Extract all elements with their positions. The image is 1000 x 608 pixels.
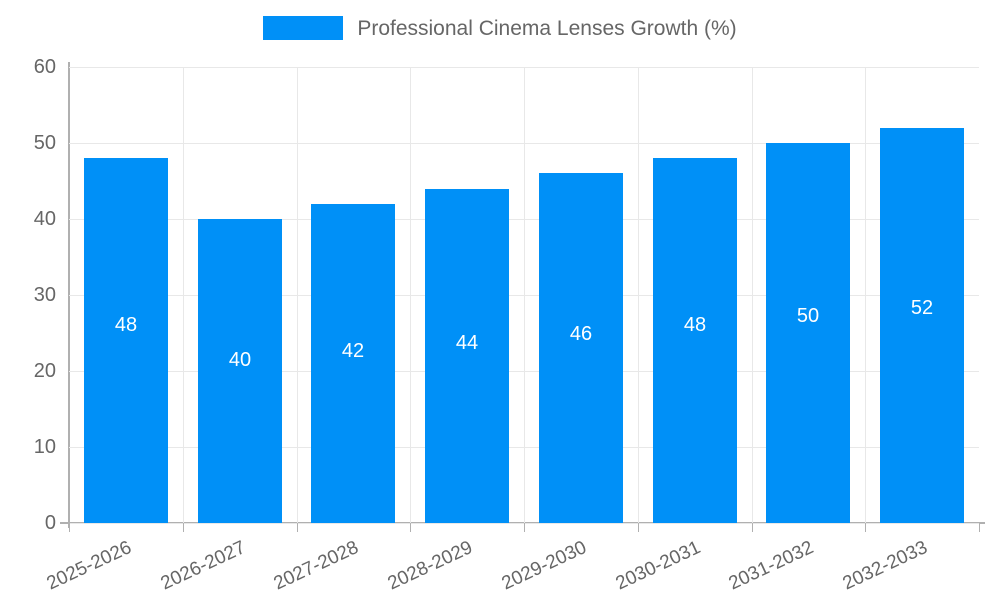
- gridline-vertical: [524, 67, 525, 523]
- bar-value-label: 48: [683, 314, 707, 336]
- gridline-vertical: [183, 67, 184, 523]
- y-axis-tick-label: 40: [33, 208, 56, 230]
- bar-value-label: 46: [569, 323, 593, 345]
- y-axis-tick-label: 50: [33, 132, 56, 154]
- bar-value-label: 52: [910, 297, 934, 319]
- y-axis-tick-label: 10: [33, 436, 56, 458]
- y-axis-tick-labels: 60 50 40 30 20 10 0: [0, 57, 56, 533]
- x-axis-tick-label: 2032-2033: [839, 537, 931, 595]
- bar[interactable]: 44: [425, 189, 509, 523]
- x-axis-tick-mark: [69, 523, 70, 532]
- chart-legend: Professional Cinema Lenses Growth (%): [0, 0, 1000, 56]
- bar-value-label: 44: [455, 332, 479, 354]
- x-axis-tick-mark: [410, 523, 411, 532]
- x-axis-tick-mark: [752, 523, 753, 532]
- x-axis-tick-label: 2031-2032: [725, 537, 817, 595]
- bar[interactable]: 42: [311, 204, 395, 523]
- bar[interactable]: 52: [880, 128, 964, 523]
- x-axis-tick-label: 2029-2030: [498, 537, 590, 595]
- x-axis-tick-labels: 2025-2026 2026-2027 2027-2028 2028-2029 2029…: [44, 523, 980, 600]
- bar[interactable]: 48: [84, 158, 168, 523]
- plot-area: 48 40 42 44 46 48 50 52: [69, 67, 979, 524]
- x-axis-tick-mark: [865, 523, 866, 532]
- x-axis-tick-mark: [297, 523, 298, 532]
- gridline-vertical: [410, 67, 411, 523]
- y-axis-tick-label: 0: [44, 512, 56, 534]
- x-axis-tick-mark: [979, 523, 980, 532]
- x-axis-tick-mark: [183, 523, 184, 532]
- gridline-vertical: [638, 67, 639, 523]
- x-axis-tick-label: 2027-2028: [270, 537, 362, 595]
- gridline-vertical: [865, 67, 866, 523]
- gridline-vertical: [297, 67, 298, 523]
- bar-value-label: 48: [114, 314, 138, 336]
- bar-value-label: 40: [228, 349, 252, 371]
- bar-value-label: 42: [341, 340, 365, 362]
- x-axis-tick-mark: [638, 523, 639, 532]
- y-axis-tick-label: 20: [33, 360, 56, 382]
- bar[interactable]: 40: [198, 219, 282, 523]
- bar[interactable]: 50: [766, 143, 850, 523]
- x-axis-tick-label: 2030-2031: [612, 537, 704, 595]
- x-axis-tick-label: 2025-2026: [43, 537, 135, 595]
- x-axis-tick-label: 2028-2029: [384, 537, 476, 595]
- legend-item-professional-cinema-lenses-growth[interactable]: Professional Cinema Lenses Growth (%): [263, 16, 737, 40]
- x-axis-tick-label: 2026-2027: [157, 537, 249, 595]
- y-axis-tick-label: 60: [33, 56, 56, 78]
- bar[interactable]: 46: [539, 173, 623, 523]
- x-axis-tick-mark: [524, 523, 525, 532]
- bar-value-label: 50: [796, 305, 820, 327]
- legend-item-label: Professional Cinema Lenses Growth (%): [357, 16, 737, 40]
- legend-swatch-icon: [263, 16, 344, 40]
- gridline-vertical: [752, 67, 753, 523]
- bar[interactable]: 48: [653, 158, 737, 523]
- y-axis-tick-label: 30: [33, 284, 56, 306]
